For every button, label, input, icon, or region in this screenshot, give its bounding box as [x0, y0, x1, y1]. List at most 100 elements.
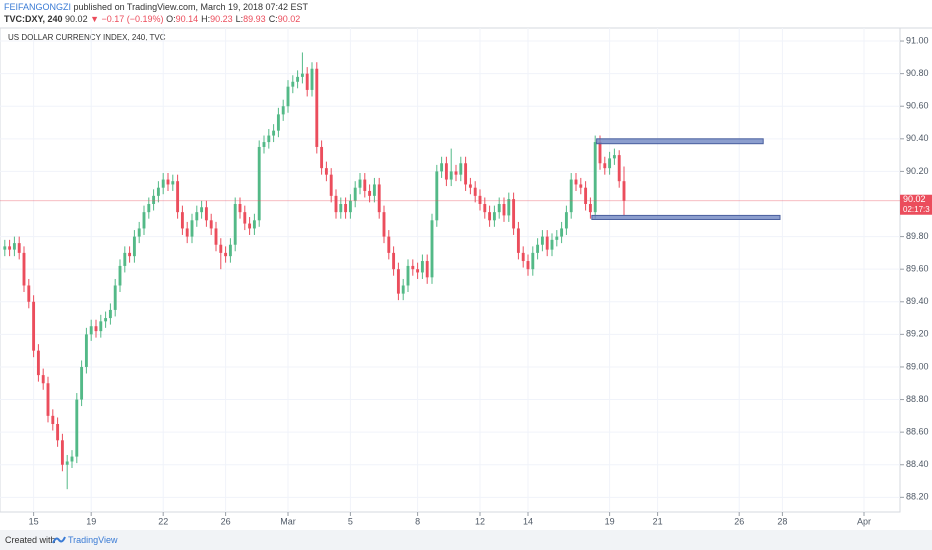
ohlc-value: 90.14: [175, 14, 199, 24]
footer: Created with TradingView: [0, 530, 932, 550]
y-tick-label: 89.00: [906, 361, 929, 371]
author[interactable]: FEIFANGONGZI: [4, 2, 72, 12]
x-tick-label: Apr: [857, 516, 871, 526]
ohlc-label: L:: [235, 14, 244, 24]
candle-body: [305, 73, 309, 90]
candle-body: [248, 223, 252, 229]
candle-body: [324, 168, 328, 175]
candle-body: [108, 309, 112, 319]
candle-body: [468, 184, 472, 188]
candle-body: [113, 285, 117, 310]
candle-body: [492, 212, 496, 221]
candle-body: [593, 142, 597, 213]
candle-body: [118, 265, 122, 286]
candle-body: [512, 199, 516, 229]
y-tick-label: 88.40: [906, 459, 929, 469]
level-zone: [591, 214, 781, 220]
candle-body: [440, 163, 444, 172]
x-tick-label: 28: [777, 516, 787, 526]
candle-body: [454, 171, 458, 175]
x-tick-label: 19: [605, 516, 615, 526]
logo: [52, 536, 66, 544]
candle-body: [56, 424, 60, 441]
candle-body: [286, 86, 290, 107]
candle-body: [8, 246, 12, 250]
candle-body: [185, 228, 189, 237]
candle-body: [310, 68, 314, 90]
symbol: TVC:DXY, 240: [4, 14, 63, 24]
candle-body: [612, 155, 616, 159]
candle-body: [156, 187, 160, 196]
y-tick-label: 89.20: [906, 329, 929, 339]
candle-body: [171, 181, 175, 185]
candle-body: [401, 285, 405, 294]
x-tick-label: Mar: [280, 516, 296, 526]
publish-line: FEIFANGONGZI published on TradingView.co…: [4, 2, 308, 12]
candle-body: [420, 261, 424, 273]
price-tag: [900, 194, 932, 215]
candle-body: [560, 228, 564, 237]
candle-body: [516, 228, 520, 253]
candle-body: [27, 285, 31, 302]
chart-title: US DOLLAR CURRENCY INDEX, 240, TVC: [8, 33, 166, 42]
x-tick-label: 22: [158, 516, 168, 526]
candle-body: [584, 187, 588, 204]
y-tick-label: 90.60: [906, 101, 929, 111]
candle-body: [598, 142, 602, 164]
candle-body: [536, 244, 540, 253]
candle-body: [276, 114, 280, 131]
ohlc-value: 90.02: [277, 14, 301, 24]
candle-body: [214, 228, 218, 245]
candle-body: [291, 81, 295, 87]
ohlc-label: H:: [201, 14, 211, 24]
candle-body: [353, 187, 357, 201]
x-tick-label: 5: [348, 516, 353, 526]
x-tick-label: 26: [734, 516, 744, 526]
candle-body: [555, 236, 559, 240]
candle-body: [200, 207, 204, 213]
candle-body: [521, 252, 525, 262]
ohlc-value: 89.93: [243, 14, 266, 24]
ohlc: O:90.14 H:90.23 L:89.93 C:90.02: [166, 14, 303, 24]
y-tick-label: 90.80: [906, 68, 929, 78]
y-tick-label: 90.40: [906, 133, 929, 143]
candle-body: [382, 212, 386, 237]
y-tick-label: 88.80: [906, 394, 929, 404]
candle-body: [387, 236, 391, 253]
candle-body: [272, 130, 276, 136]
candle-body: [84, 334, 88, 367]
footer-text: Created with: [5, 535, 56, 545]
candle-body: [478, 195, 482, 204]
candle-body: [104, 318, 108, 322]
footer-brand[interactable]: TradingView: [68, 535, 118, 545]
candle-body: [224, 252, 228, 257]
candle-body: [540, 236, 544, 245]
candle-body: [329, 174, 333, 196]
candle-body: [411, 265, 415, 270]
candle-body: [267, 135, 271, 143]
candle-body: [204, 207, 208, 221]
candle-body: [507, 199, 511, 216]
candle-body: [94, 326, 98, 332]
candle-body: [300, 73, 304, 77]
candle-body: [564, 212, 568, 229]
candle-body: [243, 212, 247, 224]
candle-body: [430, 220, 434, 278]
candle-body: [233, 204, 237, 245]
candle-body: [238, 204, 242, 213]
candle-body: [70, 456, 74, 462]
candle-body: [449, 171, 453, 180]
candle-body: [339, 204, 343, 213]
candle-body: [334, 195, 338, 213]
candle-body: [36, 350, 40, 376]
candle-body: [497, 204, 501, 213]
ohlc-label: O:: [166, 14, 176, 24]
candle-body: [569, 179, 573, 213]
candle-body: [550, 239, 554, 250]
candle-body: [622, 181, 626, 201]
candle-body: [396, 269, 400, 294]
candle-body: [142, 212, 146, 229]
x-tick-label: 12: [475, 516, 485, 526]
change: ▼ −0.17 (−0.19%): [90, 14, 164, 24]
candle-body: [89, 326, 93, 335]
